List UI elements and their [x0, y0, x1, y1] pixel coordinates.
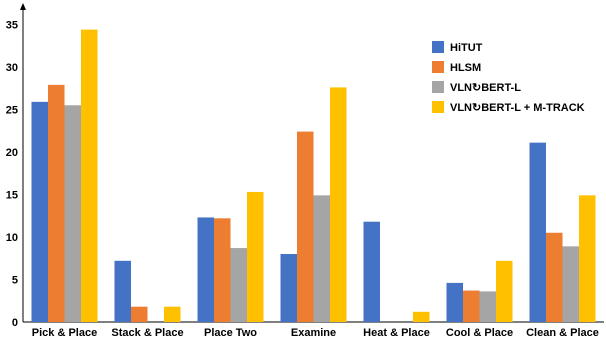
bar-3-1 — [164, 306, 181, 322]
bar-0-3 — [280, 254, 297, 322]
bar-1-6 — [546, 232, 563, 322]
bar-1-3 — [297, 131, 314, 322]
y-tick-label: 25 — [6, 105, 18, 117]
bar-2-0 — [64, 105, 81, 322]
bar-2-6 — [562, 246, 579, 322]
y-tick-label: 20 — [6, 147, 18, 159]
legend: HiTUT HLSM VLN↻BERT-L VLN↻BERT-L + M-TRACK — [432, 41, 585, 114]
legend-swatch — [432, 81, 444, 93]
category-label: Clean & Place — [526, 327, 599, 339]
category-label: Heat & Place — [363, 327, 430, 339]
bar-3-3 — [330, 87, 347, 323]
bar-0-1 — [114, 260, 131, 322]
y-tick-label: 0 — [12, 317, 18, 329]
bar-1-1 — [131, 306, 148, 322]
y-tick-label: 30 — [6, 62, 18, 74]
bar-1-0 — [48, 84, 65, 322]
category-label: Stack & Place — [111, 327, 183, 339]
y-tick-label: 35 — [6, 20, 18, 32]
category-label: Pick & Place — [32, 327, 97, 339]
legend-label: VLN↻BERT-L — [450, 82, 521, 94]
bar-1-5 — [463, 290, 480, 322]
legend-label: VLN↻BERT-L + M-TRACK — [450, 102, 585, 114]
legend-swatch — [432, 101, 444, 113]
bar-0-5 — [446, 282, 463, 322]
y-tick-label: 5 — [12, 275, 18, 287]
bar-2-5 — [479, 291, 496, 322]
y-axis-arrow-icon — [20, 3, 26, 10]
y-tick-label: 15 — [6, 190, 18, 202]
bar-3-4 — [413, 311, 430, 322]
category-label: Place Two — [204, 327, 257, 339]
legend-swatch — [432, 61, 444, 73]
bar-0-2 — [197, 217, 214, 322]
bar-3-0 — [81, 29, 98, 322]
bar-0-0 — [31, 101, 48, 322]
legend-label: HLSM — [450, 62, 481, 74]
bar-1-2 — [214, 218, 231, 322]
bar-3-6 — [579, 195, 596, 322]
category-label: Examine — [291, 327, 336, 339]
y-tick-label: 10 — [6, 232, 18, 244]
y-tick-labels: 0 5 10 15 20 25 30 35 — [6, 20, 18, 330]
legend-label: HiTUT — [450, 42, 483, 54]
bar-2-3 — [313, 195, 330, 322]
bar-3-5 — [496, 260, 513, 322]
bar-3-2 — [247, 191, 264, 322]
bar-0-4 — [363, 221, 380, 322]
bar-0-6 — [529, 142, 546, 322]
bar-2-2 — [230, 248, 247, 322]
category-labels: Pick & Place Stack & Place Place Two Examin… — [32, 327, 599, 339]
legend-swatch — [432, 41, 444, 53]
category-label: Cool & Place — [446, 327, 513, 339]
bars — [31, 29, 596, 323]
